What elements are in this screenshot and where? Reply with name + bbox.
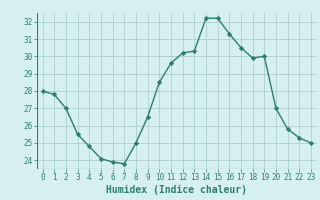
X-axis label: Humidex (Indice chaleur): Humidex (Indice chaleur) [106, 185, 247, 195]
